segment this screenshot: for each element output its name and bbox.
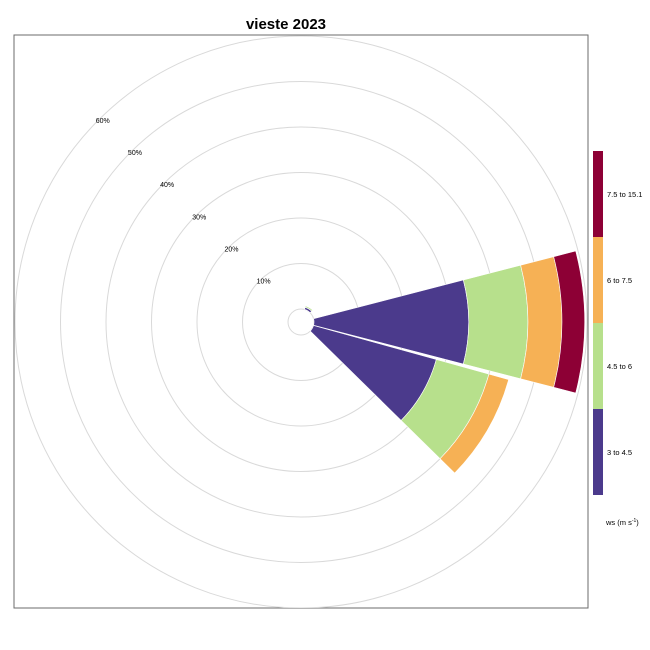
ring-label: 30% [192, 214, 206, 221]
wind-sector-segment [553, 250, 585, 394]
ring-label: 60% [96, 118, 110, 125]
ring-label: 20% [224, 246, 238, 253]
wind-sectors [304, 250, 585, 474]
legend-swatch [593, 237, 603, 323]
wind-sector-segment [304, 305, 314, 312]
legend-swatch [593, 151, 603, 237]
chart-title: vieste 2023 [246, 16, 326, 33]
legend-label: 3 to 4.5 [607, 448, 632, 457]
ring-labels: 10% 20% 30% 40% 50% 60% [96, 118, 271, 286]
grid-ring [14, 35, 588, 608]
legend-swatch [593, 323, 603, 409]
wind-sector-segment [439, 373, 510, 474]
ring-label: 40% [160, 182, 174, 189]
legend-swatch [593, 409, 603, 495]
legend-title: ws (m s-1) [605, 518, 639, 527]
legend-label: 6 to 7.5 [607, 276, 632, 285]
legend: 7.5 to 15.1 6 to 7.5 4.5 to 6 3 to 4.5 [593, 151, 642, 495]
legend-label: 7.5 to 15.1 [607, 190, 642, 199]
legend-label: 4.5 to 6 [607, 362, 632, 371]
wind-sector-segment [462, 264, 529, 380]
ring-label: 10% [257, 279, 271, 286]
ring-label: 50% [128, 150, 142, 157]
